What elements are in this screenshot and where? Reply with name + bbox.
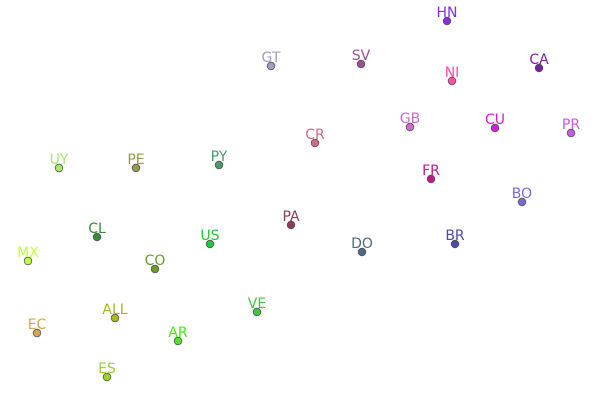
scatter-point-pa <box>286 220 296 230</box>
point-label-cr: CR <box>305 127 325 143</box>
scatter-marks: HN GT SV CA NI GB CU PR CR UY PE PY FR BO PA CL US DO BR MX… <box>17 5 580 382</box>
scatter-point-sv <box>356 59 366 69</box>
scatter-point-ca <box>534 63 544 73</box>
scatter-point-py <box>214 160 224 170</box>
scatter-point-do <box>357 247 367 257</box>
scatter-point-bo <box>517 197 527 207</box>
point-label-ca: CA <box>529 52 549 68</box>
scatter-point-mx <box>23 256 33 266</box>
point-label-es: ES <box>98 361 116 377</box>
point-label-bo: BO <box>512 186 532 202</box>
scatter-point-ve <box>252 307 262 317</box>
point-label-ar: AR <box>168 325 188 341</box>
point-label-hn: HN <box>437 5 458 21</box>
scatter-point-cu <box>490 123 500 133</box>
point-label-ni: NI <box>445 65 460 81</box>
point-label-sv: SV <box>352 48 371 64</box>
scatter-point-co <box>150 264 160 274</box>
scatter-point-ni <box>447 76 457 86</box>
scatter-point-hn <box>442 16 452 26</box>
scatter-point-es <box>102 372 112 382</box>
scatter-point-pr <box>566 128 576 138</box>
point-label-ec: EC <box>28 317 47 333</box>
point-label-ve: VE <box>248 296 266 312</box>
scatter-point-gt <box>266 61 276 71</box>
point-label-pe: PE <box>127 152 144 168</box>
point-label-cu: CU <box>485 112 505 128</box>
scatter-point-us <box>205 239 215 249</box>
scatter-point-gb <box>405 122 415 132</box>
point-label-gt: GT <box>262 50 281 66</box>
point-label-us: US <box>200 228 219 244</box>
scatter-point-pe <box>131 163 141 173</box>
point-label-all: ALL <box>102 302 127 318</box>
scatter-point-cl <box>92 232 102 242</box>
point-label-mx: MX <box>17 245 39 261</box>
point-label-py: PY <box>211 149 228 165</box>
scatter-point-uy <box>54 163 64 173</box>
point-label-pa: PA <box>282 209 300 225</box>
point-label-uy: UY <box>50 152 69 168</box>
point-label-fr: FR <box>422 163 440 179</box>
point-label-co: CO <box>145 253 166 269</box>
scatter-point-br <box>450 239 460 249</box>
scatter-point-all <box>110 313 120 323</box>
point-label-pr: PR <box>562 117 580 133</box>
scatter-point-fr <box>426 174 436 184</box>
scatter-point-ar <box>173 336 183 346</box>
point-label-cl: CL <box>88 221 106 237</box>
scatter-point-ec <box>32 328 42 338</box>
point-label-br: BR <box>445 228 465 244</box>
point-label-gb: GB <box>400 111 420 127</box>
point-label-do: DO <box>351 236 373 252</box>
scatter-point-cr <box>310 138 320 148</box>
